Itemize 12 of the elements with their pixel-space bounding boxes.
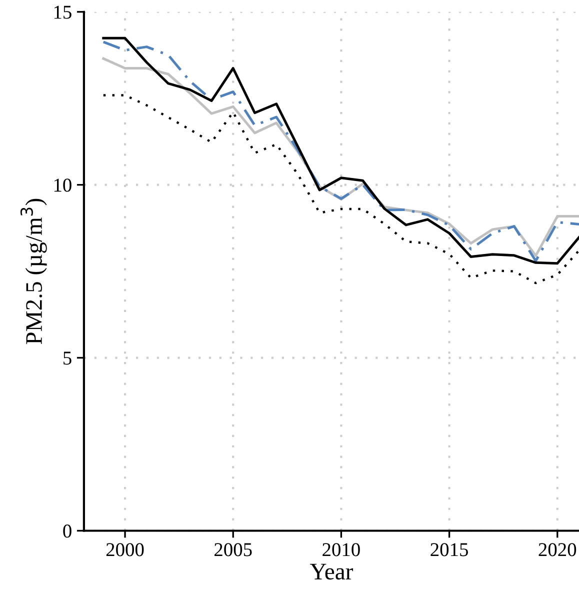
y-tick-label: 0 [63, 524, 72, 538]
x-tick-label: 2020 [538, 543, 576, 556]
x-tick-label: 2005 [214, 543, 252, 556]
x-tick-label: 2015 [430, 543, 468, 556]
line-series [102, 94, 579, 284]
y-tick-label: 15 [54, 6, 72, 19]
x-tick-label: 2000 [106, 543, 144, 556]
x-tick-label: 2010 [322, 543, 360, 556]
y-tick-label: 5 [64, 352, 72, 365]
y-axis-title: PM2.5 (µg/m$^{3}$) [20, 198, 47, 344]
y-tick-label: 10 [54, 178, 72, 192]
x-axis-title: Year [310, 564, 354, 580]
